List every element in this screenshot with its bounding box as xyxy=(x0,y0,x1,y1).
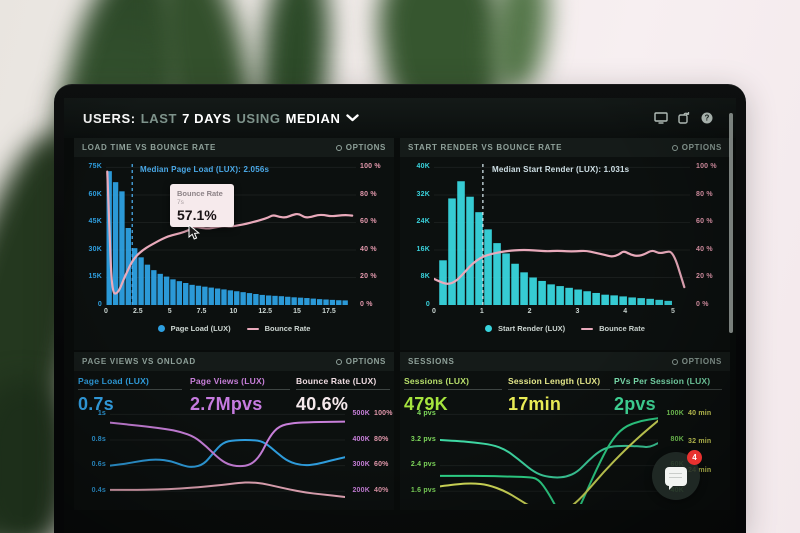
desktop-icon[interactable] xyxy=(654,112,668,125)
legend-label: Start Render (LUX) xyxy=(498,324,566,333)
median-page-load-annotation: Median Page Load (LUX): 2.056s xyxy=(140,165,270,174)
chart-legend: Start Render (LUX) Bounce Rate xyxy=(400,324,730,333)
metric-page-views: Page Views (LUX) 2.7Mpvs xyxy=(190,376,290,415)
panel-titlebar: START RENDER VS BOUNCE RATE OPTIONS xyxy=(400,138,730,157)
gear-icon xyxy=(335,144,342,151)
y-axis-right-labels: 100 % 80 % 60 % 40 % 20 % 0 % xyxy=(360,163,381,308)
panel-titlebar: PAGE VIEWS VS ONLOAD OPTIONS xyxy=(74,352,394,371)
panel-titlebar: LOAD TIME VS BOUNCE RATE OPTIONS xyxy=(74,138,394,157)
y-axis-right-minutes-labels: 40 min 32 min 24 min xyxy=(688,410,712,474)
load-time-histogram-chart[interactable] xyxy=(106,162,356,305)
header-using-label: USING xyxy=(236,110,281,126)
metric-session-length: Session Length (LUX) 17min xyxy=(508,376,610,415)
svg-text:?: ? xyxy=(705,114,710,123)
legend-label: Bounce Rate xyxy=(264,324,311,333)
chevron-down-icon xyxy=(345,114,359,122)
options-label: OPTIONS xyxy=(345,357,386,366)
header-median-label: MEDIAN xyxy=(285,110,341,126)
metric-value: 17min xyxy=(508,394,562,414)
metric-value: 2pvs xyxy=(614,394,656,414)
options-label: OPTIONS xyxy=(345,143,386,152)
header-icons: ? xyxy=(654,98,714,138)
y-axis-right-pageviews-labels: 500K 400K 300K 200K xyxy=(352,410,370,494)
metric-page-load: Page Load (LUX) 0.7s xyxy=(78,376,182,415)
metric-label: Bounce Rate (LUX) xyxy=(296,376,390,390)
mouse-cursor-icon xyxy=(188,225,200,240)
chat-bubble-icon xyxy=(665,466,687,490)
metric-sessions: Sessions (LUX) 479K xyxy=(404,376,502,415)
x-axis-tick-labels: 0 2.5 5 7.5 10 12.5 15 17.5 xyxy=(104,308,336,315)
metric-value: 0.7s xyxy=(78,394,114,414)
median-start-render-annotation: Median Start Render (LUX): 1.031s xyxy=(492,165,630,174)
options-button[interactable]: OPTIONS xyxy=(671,143,722,152)
metric-label: PVs Per Session (LUX) xyxy=(614,376,722,390)
options-button[interactable]: OPTIONS xyxy=(335,357,386,366)
header-users-label: USERS: xyxy=(83,110,136,126)
metric-label: Session Length (LUX) xyxy=(508,376,610,390)
header-last-label: LAST xyxy=(140,110,178,126)
tooltip-series-label: Bounce Rate xyxy=(177,189,223,198)
panel-start-render-vs-bounce-rate: START RENDER VS BOUNCE RATE OPTIONS 40K 3… xyxy=(400,138,730,350)
panel-title: LOAD TIME VS BOUNCE RATE xyxy=(82,143,216,152)
share-to-device-icon[interactable] xyxy=(677,112,691,125)
help-icon[interactable]: ? xyxy=(700,112,714,125)
panel-title: START RENDER VS BOUNCE RATE xyxy=(408,143,563,152)
start-render-histogram-chart[interactable] xyxy=(434,162,690,305)
legend-label: Bounce Rate xyxy=(599,324,645,333)
legend-dot-start-render xyxy=(485,325,493,332)
chart-legend: Page Load (LUX) Bounce Rate xyxy=(74,324,394,333)
metric-label: Page Views (LUX) xyxy=(190,376,290,390)
metric-pvs-per-session: PVs Per Session (LUX) 2pvs xyxy=(614,376,722,415)
metric-bounce-rate: Bounce Rate (LUX) 40.6% xyxy=(296,376,390,415)
y-axis-left-labels: 1s 0.8s 0.6s 0.4s xyxy=(91,410,106,494)
legend-line-bounce-rate xyxy=(246,327,259,330)
options-button[interactable]: OPTIONS xyxy=(335,143,386,152)
options-label: OPTIONS xyxy=(681,143,722,152)
page-views-line-chart[interactable] xyxy=(110,408,345,504)
panel-page-views-vs-onload: PAGE VIEWS VS ONLOAD OPTIONS Page Load (… xyxy=(74,352,394,510)
panel-load-time-vs-bounce-rate: LOAD TIME VS BOUNCE RATE OPTIONS 75K 60K 4… xyxy=(74,138,394,350)
panel-title: PAGE VIEWS VS ONLOAD xyxy=(82,357,196,366)
metric-label: Page Load (LUX) xyxy=(78,376,182,390)
y-axis-left-labels: 75K 60K 45K 30K 15K 0 xyxy=(88,163,102,308)
scrollbar[interactable] xyxy=(729,113,733,333)
panel-title: SESSIONS xyxy=(408,357,455,366)
plant-leaf xyxy=(484,0,555,93)
panel-sessions: SESSIONS OPTIONS Sessions (LUX) 479K Ses… xyxy=(400,352,730,510)
y-axis-right-bounce-labels: 100% 80% 60% 40% xyxy=(374,410,393,494)
users-range-dropdown[interactable]: USERS: LAST 7 DAYS USING MEDIAN xyxy=(83,111,359,126)
sessions-line-chart[interactable] xyxy=(440,408,658,504)
notification-badge: 4 xyxy=(687,450,702,465)
tooltip-x-value: 7s xyxy=(177,199,184,206)
y-axis-left-labels: 40K 32K 24K 16K 8K 0 xyxy=(416,163,430,308)
gear-icon xyxy=(335,358,342,365)
gear-icon xyxy=(671,144,678,151)
legend-line-bounce-rate xyxy=(581,327,594,330)
laptop: USERS: LAST 7 DAYS USING MEDIAN ? xyxy=(54,84,746,533)
metric-value: 40.6% xyxy=(296,394,349,414)
chat-widget-button[interactable]: 4 xyxy=(652,450,702,500)
legend-dot-page-load xyxy=(157,325,165,332)
header-7days-label: 7 DAYS xyxy=(182,110,232,126)
legend-label: Page Load (LUX) xyxy=(170,324,231,333)
options-label: OPTIONS xyxy=(681,357,722,366)
metric-value: 479K xyxy=(404,394,448,414)
y-axis-right-labels: 100 % 80 % 60 % 40 % 20 % 0 % xyxy=(696,163,717,308)
metric-label: Sessions (LUX) xyxy=(404,376,502,390)
dashboard-screen: USERS: LAST 7 DAYS USING MEDIAN ? xyxy=(64,98,736,533)
tooltip-value: 57.1% xyxy=(177,207,217,223)
gear-icon xyxy=(671,358,678,365)
metric-value: 2.7Mpvs xyxy=(190,394,263,414)
panel-titlebar: SESSIONS OPTIONS xyxy=(400,352,730,371)
options-button[interactable]: OPTIONS xyxy=(671,357,722,366)
bounce-rate-tooltip: Bounce Rate 7s 57.1% xyxy=(170,184,234,240)
y-axis-left-labels: 4 pvs 3.2 pvs 2.4 pvs 1.6 pvs xyxy=(410,410,436,494)
dashboard-header: USERS: LAST 7 DAYS USING MEDIAN ? xyxy=(64,98,736,138)
